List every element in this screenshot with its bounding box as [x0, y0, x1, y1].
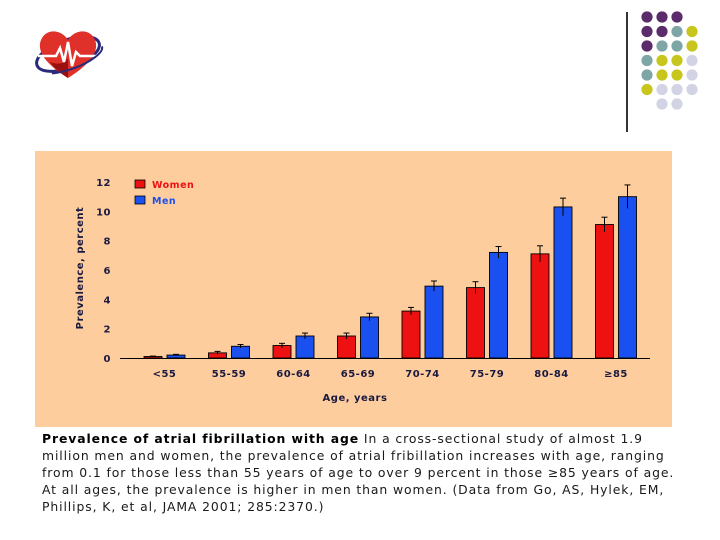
y-tick-label: 0: [104, 354, 111, 365]
x-tick-label: 80-84: [534, 369, 568, 380]
bar-women-7: [595, 224, 614, 359]
x-axis-label: Age, years: [323, 393, 388, 404]
decor-dot: [641, 54, 653, 67]
decor-dot: [671, 98, 683, 110]
x-tick-label: 65-69: [341, 369, 375, 380]
bar-men-6: [553, 206, 573, 359]
legend-label-women: Women: [152, 180, 194, 191]
decor-dot: [671, 40, 683, 52]
prevalence-bar-chart: Prevalence, percent Age, years Women Men…: [75, 178, 650, 404]
decor-dot: [671, 69, 683, 81]
y-tick-label: 12: [96, 178, 111, 189]
decor-dot: [686, 69, 698, 81]
y-tick-label: 4: [104, 295, 111, 306]
bar-men-2: [295, 335, 315, 359]
decor-dot: [656, 40, 668, 52]
bar-women-3: [337, 335, 356, 359]
decor-dot: [686, 40, 698, 52]
decor-dot: [641, 40, 653, 52]
decor-dot: [641, 11, 653, 23]
bar-women-4: [401, 310, 421, 359]
bar-men-7: [618, 196, 637, 359]
heart-pulse-logo-icon: [30, 22, 110, 88]
decor-dot: [671, 11, 683, 23]
bar-men-3: [360, 316, 379, 359]
x-tick-label: 55-59: [212, 369, 246, 380]
figure-caption: Prevalence of atrial fibrillation with a…: [42, 430, 682, 515]
x-tick-label: <55: [153, 369, 177, 380]
y-axis-label: Prevalence, percent: [75, 207, 86, 330]
chart-panel: Prevalence, percent Age, years Women Men…: [35, 151, 672, 427]
decor-dot: [686, 83, 698, 96]
decor-dot: [656, 98, 668, 110]
decor-dot: [641, 25, 653, 38]
bar-men-5: [489, 251, 508, 359]
legend-swatch-women: [134, 179, 146, 189]
bar-women-5: [466, 287, 485, 359]
legend: Women Men: [134, 179, 194, 207]
decor-dot: [686, 54, 698, 67]
y-tick-label: 10: [96, 207, 111, 218]
decor-dot: [671, 83, 683, 96]
decor-dot: [641, 69, 653, 81]
bar-women-6: [530, 253, 550, 359]
caption-title: Prevalence of atrial fibrillation with a…: [42, 431, 360, 446]
divider-line: [626, 12, 628, 132]
legend-swatch-men: [134, 195, 146, 205]
dot-grid-icon: [636, 8, 720, 124]
decor-dot: [656, 25, 668, 38]
x-tick-label: 75-79: [470, 369, 504, 380]
decor-dot: [656, 54, 668, 67]
x-tick-label: 60-64: [276, 369, 310, 380]
bar-men-4: [424, 285, 444, 359]
decor-dot: [656, 69, 668, 81]
x-tick-label: 70-74: [405, 369, 439, 380]
caption-body: In a cross-sectional study of almost 1.9…: [42, 431, 675, 514]
decor-dot: [641, 83, 653, 96]
y-tick-label: 2: [104, 325, 111, 336]
y-tick-label: 8: [104, 237, 111, 248]
decor-dot: [686, 25, 698, 38]
decor-dot: [656, 83, 668, 96]
decor-dot: [671, 25, 683, 38]
decor-dot: [671, 54, 683, 67]
x-tick-label: ≥85: [604, 369, 628, 380]
decor-dot: [656, 11, 668, 23]
legend-label-men: Men: [152, 196, 176, 207]
y-tick-label: 6: [104, 266, 111, 277]
